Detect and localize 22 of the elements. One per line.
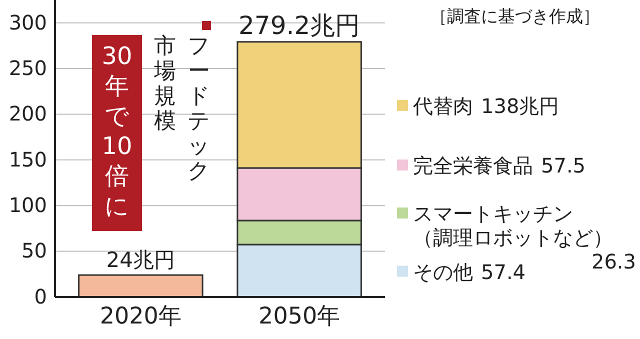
text: ［調査に基づき作成］ — [430, 7, 600, 27]
annotation: 30年で10倍に — [102, 42, 132, 220]
legend-label: 代替肉 — [412, 94, 473, 118]
y-tick-label: 0 — [34, 284, 47, 308]
y-tick-label: 300 — [8, 10, 47, 34]
y-tick-label: 150 — [8, 147, 47, 172]
y-tick-label: 200 — [8, 102, 47, 126]
chart-title: フードテック市場規模 — [154, 34, 210, 184]
text: 57.4 — [481, 260, 526, 284]
text: 138兆円 — [481, 94, 560, 118]
y-tick-label: 50 — [22, 238, 47, 263]
x-tick-label: 2050年 — [258, 303, 340, 330]
total-label: 279.2兆円 — [238, 10, 360, 40]
text: 57.5 — [541, 154, 586, 178]
x-tick-label: 2020年 — [100, 303, 182, 330]
text: 26.3 — [591, 250, 636, 274]
legend-label: スマートキッチン（調理ロボットなど） — [413, 202, 613, 250]
legend-label: その他 — [413, 260, 473, 284]
total-label: 24兆円 — [106, 248, 176, 272]
legend-label: 完全栄養食品 — [413, 154, 533, 178]
y-tick-label: 100 — [8, 193, 47, 218]
y-tick-label: 250 — [8, 56, 47, 80]
